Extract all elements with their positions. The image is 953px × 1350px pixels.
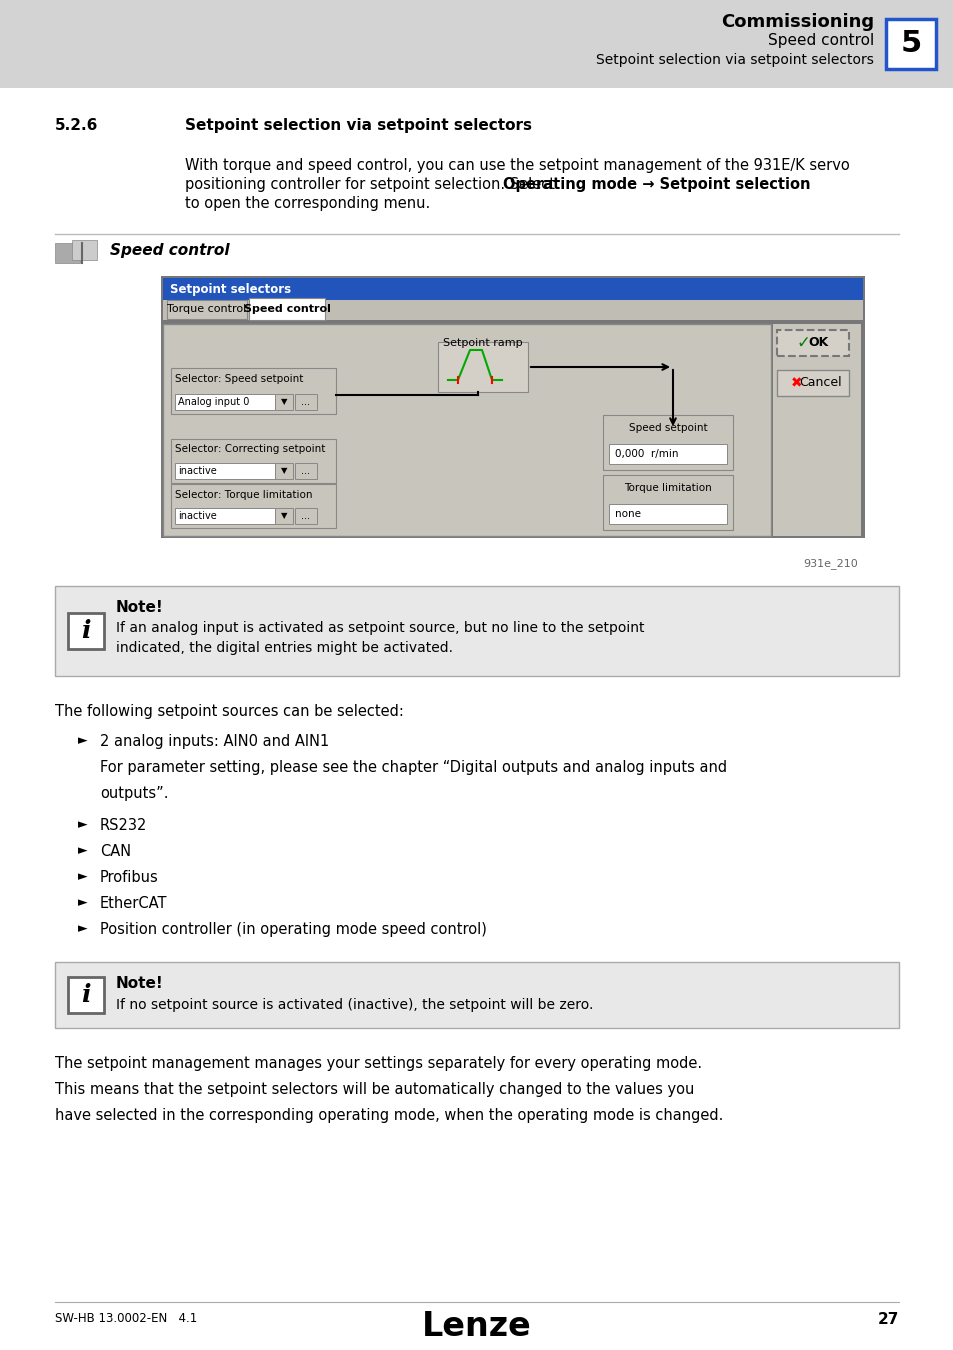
Text: RS232: RS232	[100, 818, 147, 833]
Text: 5: 5	[900, 30, 921, 58]
Bar	[163, 324, 770, 536]
Text: Setpoint selectors: Setpoint selectors	[170, 282, 291, 296]
Bar	[885, 19, 935, 69]
Text: SW-HB 13.0002-EN   4.1: SW-HB 13.0002-EN 4.1	[55, 1312, 197, 1324]
Text: ►: ►	[78, 922, 88, 936]
Bar	[171, 439, 335, 482]
Bar	[776, 329, 848, 356]
Bar	[68, 977, 104, 1012]
Text: ▼: ▼	[280, 512, 287, 521]
Text: ▼: ▼	[280, 397, 287, 406]
Text: Lenze: Lenze	[421, 1310, 532, 1343]
Text: 27: 27	[877, 1312, 898, 1327]
Bar	[437, 342, 527, 392]
Text: Setpoint ramp: Setpoint ramp	[443, 338, 522, 348]
Text: Torque limitation: Torque limitation	[623, 483, 711, 493]
Bar	[171, 369, 335, 414]
Text: Speed control: Speed control	[110, 243, 230, 258]
Text: The setpoint management manages your settings separately for every operating mod: The setpoint management manages your set…	[55, 1056, 701, 1071]
Text: ►: ►	[78, 869, 88, 883]
Text: have selected in the corresponding operating mode, when the operating mode is ch: have selected in the corresponding opera…	[55, 1108, 722, 1123]
Text: ...: ...	[301, 397, 310, 406]
Bar	[776, 370, 848, 396]
Text: 931e_210: 931e_210	[802, 558, 857, 568]
Text: positioning controller for setpoint selection. Select: positioning controller for setpoint sele…	[185, 177, 559, 192]
Text: ►: ►	[78, 734, 88, 747]
Bar	[171, 485, 335, 528]
Text: Setpoint selection via setpoint selectors: Setpoint selection via setpoint selector…	[596, 53, 873, 68]
Text: indicated, the digital entries might be activated.: indicated, the digital entries might be …	[116, 641, 453, 655]
Text: Position controller (in operating mode speed control): Position controller (in operating mode s…	[100, 922, 486, 937]
Text: Note!: Note!	[116, 599, 164, 616]
Bar	[294, 394, 316, 410]
Text: 5.2.6: 5.2.6	[55, 117, 98, 134]
Text: ▼: ▼	[280, 466, 287, 475]
Bar	[68, 613, 104, 649]
Text: If no setpoint source is activated (inactive), the setpoint will be zero.: If no setpoint source is activated (inac…	[116, 998, 593, 1012]
Bar	[249, 298, 325, 320]
Text: Speed setpoint: Speed setpoint	[628, 423, 706, 433]
Text: outputs”.: outputs”.	[100, 786, 169, 801]
Bar	[167, 300, 247, 319]
Bar	[608, 504, 726, 524]
Bar	[55, 243, 80, 263]
Bar	[274, 394, 293, 410]
Text: Note!: Note!	[116, 976, 164, 991]
Text: to open the corresponding menu.: to open the corresponding menu.	[185, 196, 430, 211]
Bar	[274, 508, 293, 524]
Text: ►: ►	[78, 896, 88, 909]
Bar	[71, 240, 97, 261]
Text: The following setpoint sources can be selected:: The following setpoint sources can be se…	[55, 703, 403, 720]
Text: Speed control: Speed control	[767, 34, 873, 49]
Text: Profibus: Profibus	[100, 869, 158, 886]
Text: Selector: Torque limitation: Selector: Torque limitation	[174, 490, 313, 500]
Text: For parameter setting, please see the chapter “Digital outputs and analog inputs: For parameter setting, please see the ch…	[100, 760, 726, 775]
Text: Torque control: Torque control	[167, 304, 247, 315]
Text: Operating mode → Setpoint selection: Operating mode → Setpoint selection	[502, 177, 810, 192]
Text: CAN: CAN	[100, 844, 131, 859]
Text: Commissioning: Commissioning	[720, 14, 873, 31]
Text: ►: ►	[78, 818, 88, 832]
Text: i: i	[81, 983, 91, 1007]
Text: OK: OK	[808, 336, 828, 350]
Text: ...: ...	[301, 512, 310, 521]
Bar	[602, 414, 732, 470]
Bar	[174, 394, 274, 410]
Bar	[0, 0, 953, 88]
Text: i: i	[81, 620, 91, 643]
Text: Selector: Speed setpoint: Selector: Speed setpoint	[174, 374, 303, 383]
Text: ✓: ✓	[796, 333, 810, 352]
Text: With torque and speed control, you can use the setpoint management of the 931E/K: With torque and speed control, you can u…	[185, 158, 849, 173]
Text: Analog input 0: Analog input 0	[178, 397, 249, 406]
Bar	[55, 963, 898, 1027]
Text: ...: ...	[301, 466, 310, 475]
Bar	[772, 324, 861, 536]
Bar	[174, 463, 274, 478]
Bar	[161, 275, 864, 539]
Text: inactive: inactive	[178, 466, 216, 475]
Text: ►: ►	[78, 844, 88, 857]
Bar	[294, 508, 316, 524]
Bar	[274, 463, 293, 478]
Text: Selector: Correcting setpoint: Selector: Correcting setpoint	[174, 444, 325, 455]
Text: Cancel: Cancel	[799, 377, 841, 390]
Text: 0,000  r/min: 0,000 r/min	[615, 450, 678, 459]
Bar	[55, 586, 898, 676]
Text: inactive: inactive	[178, 512, 216, 521]
Text: 2 analog inputs: AIN0 and AIN1: 2 analog inputs: AIN0 and AIN1	[100, 734, 329, 749]
Bar	[163, 278, 862, 300]
Text: Speed control: Speed control	[243, 304, 330, 315]
Text: This means that the setpoint selectors will be automatically changed to the valu: This means that the setpoint selectors w…	[55, 1081, 694, 1098]
Text: If an analog input is activated as setpoint source, but no line to the setpoint: If an analog input is activated as setpo…	[116, 621, 644, 634]
Text: none: none	[615, 509, 640, 518]
Bar	[608, 444, 726, 464]
Text: ✖: ✖	[790, 377, 801, 390]
Bar	[294, 463, 316, 478]
Bar	[602, 475, 732, 531]
Bar	[174, 508, 274, 524]
Text: Setpoint selection via setpoint selectors: Setpoint selection via setpoint selector…	[185, 117, 532, 134]
Bar	[163, 300, 862, 320]
Text: EtherCAT: EtherCAT	[100, 896, 168, 911]
